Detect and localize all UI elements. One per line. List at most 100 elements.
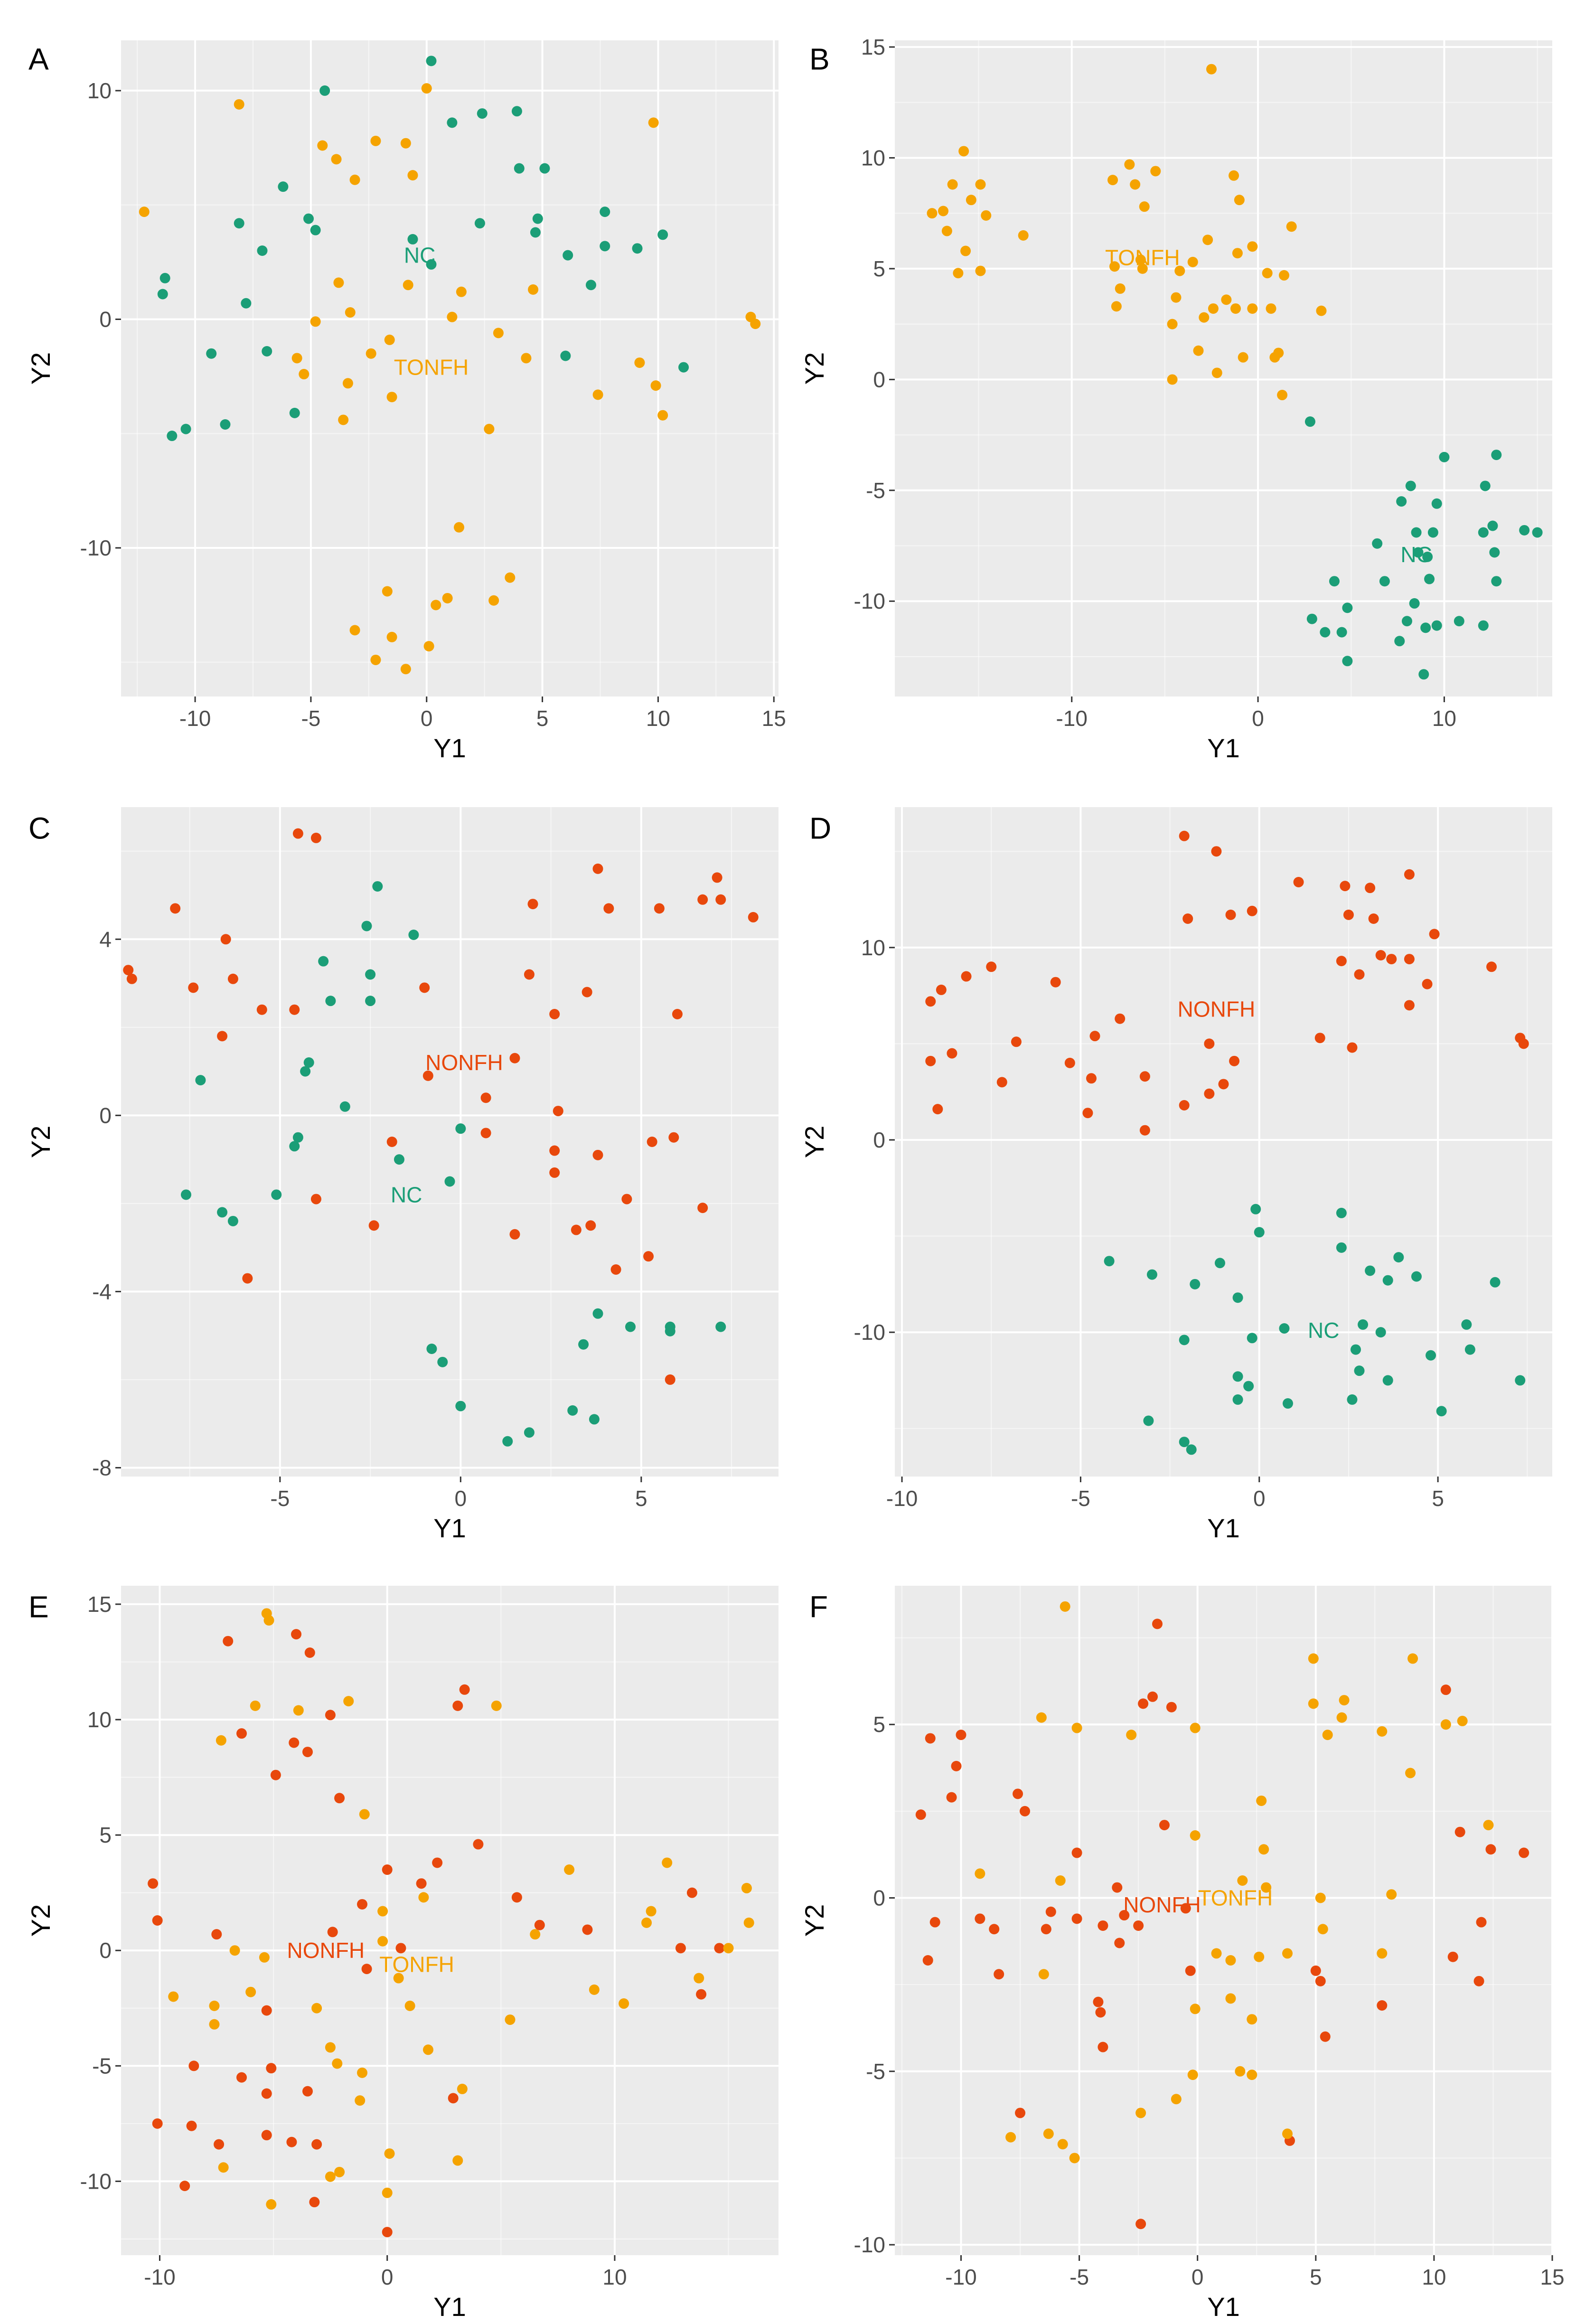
data-point-nc (1491, 576, 1502, 587)
y-tick-label: -10 (854, 2232, 885, 2257)
data-point-tonfh (299, 369, 310, 380)
data-point-nc (1190, 1279, 1201, 1289)
data-point-nonfh (1138, 1698, 1149, 1709)
data-point-nc (1336, 627, 1347, 638)
data-point-nc (477, 108, 488, 119)
plot-background (895, 807, 1552, 1477)
data-point-tonfh (356, 2067, 367, 2078)
data-point-nonfh (186, 2120, 197, 2131)
data-point-nc (217, 1207, 228, 1218)
data-point-nonfh (675, 1943, 686, 1954)
data-point-nc (1329, 576, 1340, 587)
data-point-tonfh (528, 284, 539, 295)
group-label-nonfh: NONFH (1123, 1892, 1201, 1917)
panel-letter: A (28, 42, 49, 76)
data-point-nc (625, 1321, 636, 1332)
data-point-nonfh (311, 2139, 322, 2150)
data-point-tonfh (1036, 1712, 1047, 1723)
data-point-nonfh (302, 2086, 313, 2097)
data-point-nonfh (1180, 1903, 1191, 1914)
data-point-nonfh (1375, 950, 1386, 960)
x-tick-label: 5 (1310, 2265, 1322, 2289)
data-point-tonfh (442, 593, 453, 603)
data-point-nonfh (1204, 1038, 1215, 1049)
data-point-nonfh (1082, 1108, 1093, 1119)
data-point-nc (1382, 1375, 1393, 1386)
data-point-nc (1306, 613, 1317, 624)
data-point-nc (1232, 1292, 1243, 1303)
data-point-tonfh (1055, 1875, 1066, 1886)
data-point-tonfh (1440, 1719, 1451, 1730)
data-point-nc (1232, 1394, 1243, 1405)
data-point-nonfh (585, 1220, 596, 1231)
data-point-nonfh (236, 2072, 247, 2083)
data-point-tonfh (1202, 235, 1213, 245)
data-point-nc (365, 996, 376, 1007)
data-point-tonfh (355, 2095, 366, 2106)
panel-E: E -10 0 10 -10 -5 0 5 10 15 Y1 Y2 NONFH TONFH (26, 1586, 779, 2322)
y-tick-label: 0 (873, 1886, 885, 1910)
data-point-nc (157, 289, 168, 300)
data-point-tonfh (1266, 303, 1276, 314)
data-point-nc (589, 1414, 600, 1425)
data-point-nonfh (524, 969, 535, 980)
data-point-tonfh (382, 2187, 393, 2198)
data-point-nonfh (416, 1878, 427, 1889)
data-point-nonfh (152, 1915, 163, 1926)
data-point-tonfh (218, 2162, 229, 2173)
data-point-tonfh (404, 2000, 415, 2011)
panel-C: C -5 0 5 -8 -4 0 4 Y1 Y2 NONFH NC (26, 807, 779, 1543)
data-point-nc (1351, 1344, 1361, 1355)
group-label-nonfh: NONFH (1178, 997, 1256, 1021)
data-point-nonfh (1429, 929, 1440, 940)
data-point-nc (319, 85, 330, 96)
data-point-tonfh (245, 1986, 256, 1997)
data-point-tonfh (310, 316, 321, 327)
data-point-nonfh (643, 1251, 654, 1262)
data-point-nonfh (1112, 1882, 1123, 1893)
data-point-nc (1243, 1381, 1254, 1392)
y-tick-label: -10 (854, 1320, 885, 1345)
data-point-nonfh (686, 1887, 697, 1898)
data-point-tonfh (1308, 1653, 1319, 1664)
data-point-tonfh (938, 206, 949, 216)
data-point-nonfh (211, 1929, 222, 1940)
data-point-nonfh (1368, 913, 1379, 924)
y-tick-label: 4 (99, 927, 112, 951)
y-axis-title: Y2 (799, 1126, 829, 1158)
data-point-tonfh (349, 174, 360, 185)
data-point-tonfh (139, 207, 150, 217)
data-point-nc (1394, 636, 1405, 647)
y-tick-label: 5 (99, 1823, 112, 1847)
data-point-nc (1382, 1275, 1393, 1286)
data-point-nc (1146, 1269, 1157, 1280)
series-nc (1304, 416, 1543, 680)
x-tick-label: 0 (1191, 2265, 1204, 2289)
data-point-nonfh (1071, 1913, 1082, 1924)
y-tick-label: -10 (80, 2169, 112, 2193)
data-point-nc (715, 1321, 726, 1332)
data-point-nonfh (994, 1969, 1004, 1980)
group-label-nc: NC (1308, 1318, 1339, 1343)
data-point-tonfh (1262, 268, 1273, 279)
data-point-nc (1427, 527, 1438, 538)
data-point-nonfh (1098, 1920, 1108, 1931)
data-point-nonfh (302, 1747, 313, 1758)
data-point-nonfh (473, 1839, 484, 1850)
data-point-tonfh (641, 1917, 652, 1928)
data-point-nc (1279, 1323, 1290, 1334)
data-point-nc (1464, 1344, 1475, 1355)
data-point-tonfh (1457, 1715, 1468, 1726)
data-point-tonfh (1377, 1726, 1388, 1737)
data-point-tonfh (650, 380, 661, 391)
data-point-nonfh (1347, 1042, 1358, 1053)
data-point-tonfh (1135, 254, 1146, 265)
data-point-nc (1480, 480, 1491, 491)
data-point-tonfh (1057, 2139, 1068, 2150)
data-point-nonfh (1204, 1088, 1215, 1099)
data-point-tonfh (431, 600, 441, 611)
data-point-nc (289, 1141, 300, 1152)
data-point-tonfh (1190, 1722, 1201, 1733)
data-point-nc (524, 1427, 535, 1438)
